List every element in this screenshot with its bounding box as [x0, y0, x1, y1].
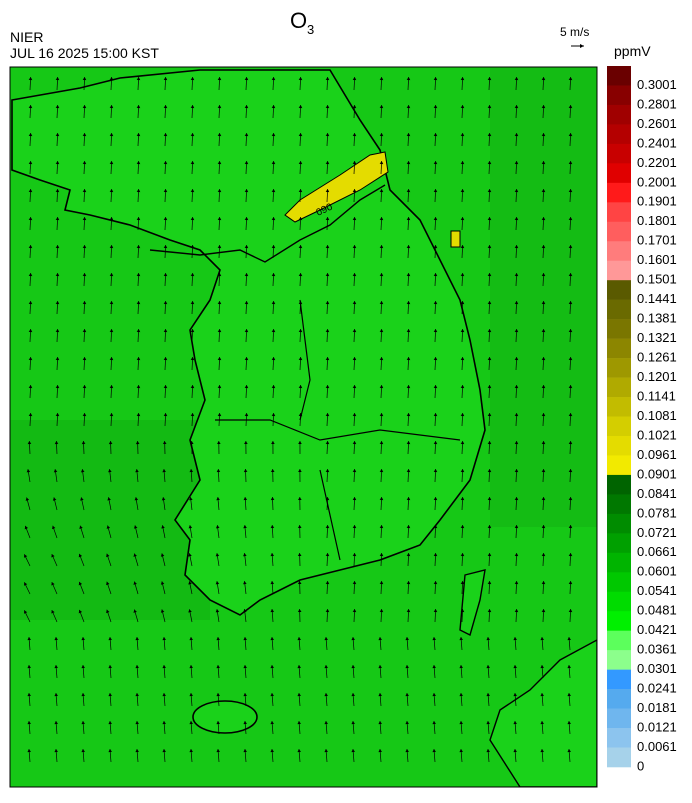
colorbar-bin	[607, 144, 631, 164]
colorbar-label: 0.0901	[637, 466, 677, 481]
colorbar-label: 0.1141	[637, 388, 676, 403]
colorbar-label: 0.0301	[637, 661, 677, 676]
colorbar-label: 0.1381	[637, 311, 677, 326]
colorbar-bin	[607, 66, 631, 86]
colorbar-bin	[607, 572, 631, 592]
colorbar-bin	[607, 533, 631, 553]
colorbar-bin	[607, 183, 631, 203]
wind-scale: 5 m/s	[560, 25, 589, 39]
colorbar-label: 0.0481	[637, 603, 677, 618]
colorbar-bin	[607, 748, 631, 768]
title-subscript: 3	[307, 22, 314, 37]
colorbar-label: 0.0601	[637, 564, 677, 579]
unit: ppmV	[614, 43, 651, 59]
colorbar-label: 0.1901	[637, 194, 677, 209]
colorbar-bin	[607, 436, 631, 456]
colorbar-label: 0.0661	[637, 544, 677, 559]
map: 090	[10, 67, 597, 787]
colorbar-bin	[607, 397, 631, 417]
colorbar-bin	[607, 709, 631, 729]
colorbar-label: 0.0361	[637, 642, 677, 657]
colorbar-bin	[607, 222, 631, 242]
jeju	[193, 701, 257, 733]
colorbar-bin	[607, 475, 631, 495]
colorbar-label: 0.2401	[637, 135, 677, 150]
colorbar-label: 0.1501	[637, 272, 677, 287]
colorbar-bin	[607, 553, 631, 573]
colorbar-bin	[607, 261, 631, 281]
plume-spot	[451, 231, 460, 247]
colorbar-label: 0.1701	[637, 233, 677, 248]
colorbar-bin	[607, 689, 631, 709]
colorbar-bin	[607, 611, 631, 631]
colorbar-label: 0.1801	[637, 213, 677, 228]
colorbar-label: 0.0781	[637, 505, 677, 520]
colorbar-label: 0.2201	[637, 155, 677, 170]
colorbar-label: 0.1201	[637, 369, 677, 384]
colorbar-label: 0.2601	[637, 116, 677, 131]
colorbar-bin	[607, 417, 631, 437]
colorbar-label: 0.2801	[637, 96, 677, 111]
colorbar-bin	[607, 241, 631, 261]
colorbar-bin	[607, 378, 631, 398]
wind-scale-head	[580, 44, 584, 48]
colorbar-bin	[607, 85, 631, 105]
colorbar-label: 0.3001	[637, 77, 677, 92]
colorbar-label: 0.0121	[637, 719, 677, 734]
colorbar-label: 0.0541	[637, 583, 677, 598]
colorbar-bin	[607, 358, 631, 378]
colorbar-bin	[607, 631, 631, 651]
colorbar-bin	[607, 670, 631, 690]
colorbar-bin	[607, 339, 631, 359]
colorbar-label: 0.1261	[637, 350, 677, 365]
colorbar-bin	[607, 494, 631, 514]
colorbar-label: 0.0961	[637, 447, 677, 462]
colorbar-label: 0.1321	[637, 330, 677, 345]
agency: NIER	[10, 29, 43, 45]
colorbar-label: 0.1601	[637, 252, 677, 267]
colorbar-bin	[607, 455, 631, 475]
colorbar-bin	[607, 202, 631, 222]
colorbar-bin	[607, 300, 631, 320]
colorbar-label: 0.0241	[637, 681, 677, 696]
colorbar-label: 0.1081	[637, 408, 677, 423]
colorbar-bin	[607, 650, 631, 670]
colorbar-bin	[607, 280, 631, 300]
colorbar-label: 0	[637, 758, 644, 773]
colorbar-bin	[607, 124, 631, 144]
colorbar-label: 0.1441	[637, 291, 677, 306]
colorbar-label: 0.0061	[637, 739, 677, 754]
colorbar-bin	[607, 728, 631, 748]
colorbar-bin	[607, 319, 631, 339]
colorbar-label: 0.1021	[637, 427, 677, 442]
colorbar-label: 0.0181	[637, 700, 677, 715]
colorbar-bin	[607, 592, 631, 612]
colorbar-label: 0.0421	[637, 622, 677, 637]
colorbar-label: 0.0721	[637, 525, 677, 540]
colorbar-bin	[607, 105, 631, 125]
colorbar-label: 0.2001	[637, 174, 677, 189]
title: O	[290, 8, 307, 33]
colorbar-bin	[607, 163, 631, 183]
colorbar-bin	[607, 514, 631, 534]
colorbar-label: 0.0841	[637, 486, 677, 501]
datetime: JUL 16 2025 15:00 KST	[10, 45, 159, 61]
